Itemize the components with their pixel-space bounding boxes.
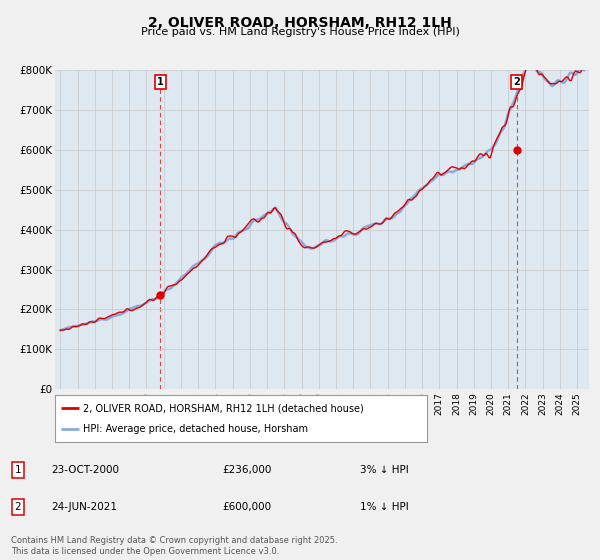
Text: 2, OLIVER ROAD, HORSHAM, RH12 1LH: 2, OLIVER ROAD, HORSHAM, RH12 1LH xyxy=(148,16,452,30)
Text: £600,000: £600,000 xyxy=(222,502,271,512)
Text: £236,000: £236,000 xyxy=(222,465,271,475)
Text: 1: 1 xyxy=(157,77,164,87)
Text: 2: 2 xyxy=(14,502,22,512)
Text: 1% ↓ HPI: 1% ↓ HPI xyxy=(360,502,409,512)
Text: Contains HM Land Registry data © Crown copyright and database right 2025.
This d: Contains HM Land Registry data © Crown c… xyxy=(11,536,337,556)
Text: 23-OCT-2000: 23-OCT-2000 xyxy=(51,465,119,475)
Text: 24-JUN-2021: 24-JUN-2021 xyxy=(51,502,117,512)
Text: 2: 2 xyxy=(513,77,520,87)
Text: HPI: Average price, detached house, Horsham: HPI: Average price, detached house, Hors… xyxy=(83,424,308,434)
Text: Price paid vs. HM Land Registry's House Price Index (HPI): Price paid vs. HM Land Registry's House … xyxy=(140,27,460,37)
Text: 3% ↓ HPI: 3% ↓ HPI xyxy=(360,465,409,475)
Text: 2, OLIVER ROAD, HORSHAM, RH12 1LH (detached house): 2, OLIVER ROAD, HORSHAM, RH12 1LH (detac… xyxy=(83,403,364,413)
Text: 1: 1 xyxy=(14,465,22,475)
